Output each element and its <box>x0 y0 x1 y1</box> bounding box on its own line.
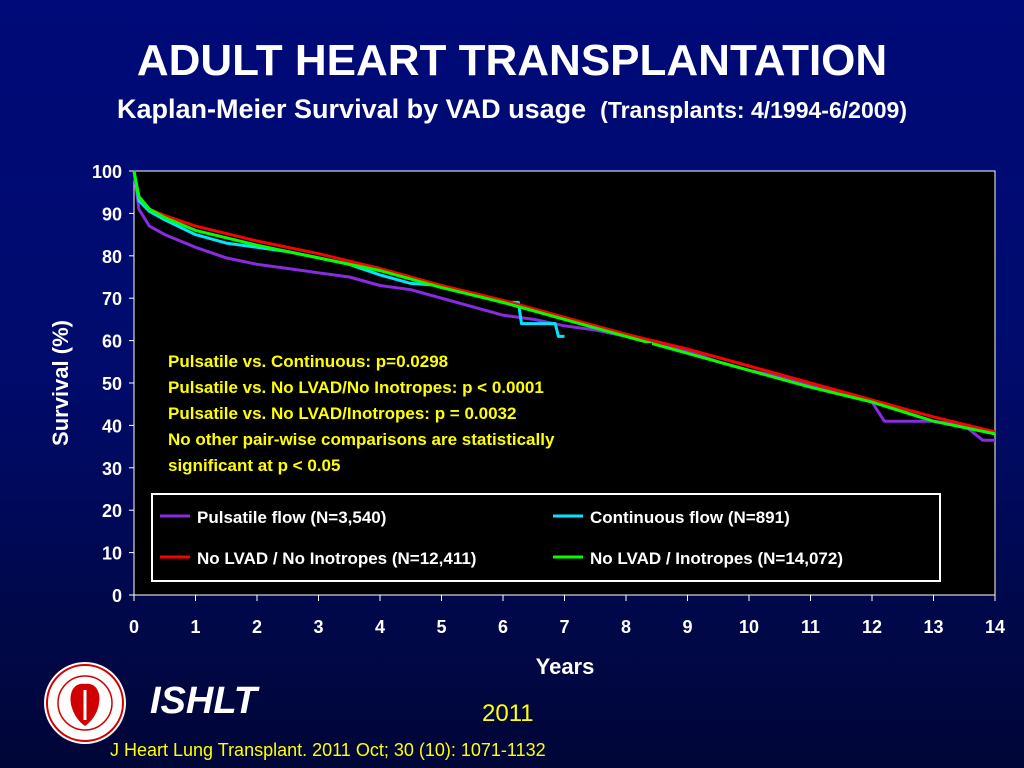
year-label: 2011 <box>482 700 534 727</box>
page-title: ADULT HEART TRANSPLANTATION <box>136 36 888 85</box>
annotation-line: Pulsatile vs. No LVAD/No Inotropes: p < … <box>168 378 544 397</box>
x-tick-label: 5 <box>436 617 446 637</box>
x-tick-label: 1 <box>190 617 200 637</box>
y-tick-label: 100 <box>92 162 122 182</box>
y-tick-label: 20 <box>102 501 122 521</box>
x-tick-label: 6 <box>498 617 508 637</box>
x-tick-label: 0 <box>129 617 139 637</box>
x-tick-label: 12 <box>862 617 882 637</box>
page-subtitle: Kaplan-Meier Survival by VAD usage (Trans… <box>0 94 1024 125</box>
series-line-1 <box>132 170 565 338</box>
x-tick-label: 14 <box>985 617 1005 637</box>
x-tick-label: 2 <box>252 617 262 637</box>
subtitle-main: Kaplan-Meier Survival by VAD usage <box>117 94 587 124</box>
legend-label: No LVAD / No Inotropes (N=12,411) <box>197 549 476 568</box>
y-tick-label: 80 <box>102 247 122 267</box>
y-tick-label: 90 <box>102 204 122 224</box>
x-tick-label: 7 <box>559 617 569 637</box>
annotation-line: No other pair-wise comparisons are stati… <box>168 430 555 449</box>
series-line-0 <box>132 170 995 442</box>
series-line-3 <box>132 170 996 436</box>
ishlt-seal-logo-icon <box>44 662 126 744</box>
x-tick-label: 4 <box>375 617 385 637</box>
annotation-background <box>160 343 652 480</box>
annotation-line: significant at p < 0.05 <box>168 456 340 475</box>
y-tick-label: 70 <box>102 289 122 309</box>
y-tick-label: 0 <box>112 586 122 606</box>
annotation-box: Pulsatile vs. Continuous: p=0.0298 Pulsat… <box>160 343 652 480</box>
y-axis-label: Survival (%) <box>48 320 73 446</box>
y-tick-label: 10 <box>102 544 122 564</box>
subtitle-detail: (Transplants: 4/1994-6/2009) <box>600 97 907 123</box>
org-name: ISHLT <box>150 680 257 722</box>
legend-label: Pulsatile flow (N=3,540) <box>197 508 386 527</box>
x-tick-label: 8 <box>621 617 631 637</box>
x-axis-label: Years <box>536 654 595 679</box>
legend: Pulsatile flow (N=3,540) Continuous flow … <box>151 493 941 582</box>
x-tick-label: 13 <box>923 617 943 637</box>
y-tick-label: 40 <box>102 416 122 436</box>
x-tick-label: 10 <box>739 617 759 637</box>
annotation-line: Pulsatile vs. No LVAD/Inotropes: p = 0.0… <box>168 404 516 423</box>
legend-box <box>151 493 941 582</box>
x-tick-label: 3 <box>313 617 323 637</box>
series-lines <box>132 170 996 442</box>
x-tick-label: 11 <box>801 617 820 637</box>
x-tick-label: 9 <box>682 617 692 637</box>
y-tick-label: 50 <box>102 374 122 394</box>
citation: J Heart Lung Transplant. 2011 Oct; 30 (1… <box>110 740 546 760</box>
y-tick-label: 60 <box>102 332 122 352</box>
legend-label: Continuous flow (N=891) <box>590 508 790 527</box>
legend-label: No LVAD / Inotropes (N=14,072) <box>590 549 843 568</box>
y-tick-label: 30 <box>102 459 122 479</box>
annotation-line: Pulsatile vs. Continuous: p=0.0298 <box>168 352 448 371</box>
series-line-2 <box>132 170 996 434</box>
